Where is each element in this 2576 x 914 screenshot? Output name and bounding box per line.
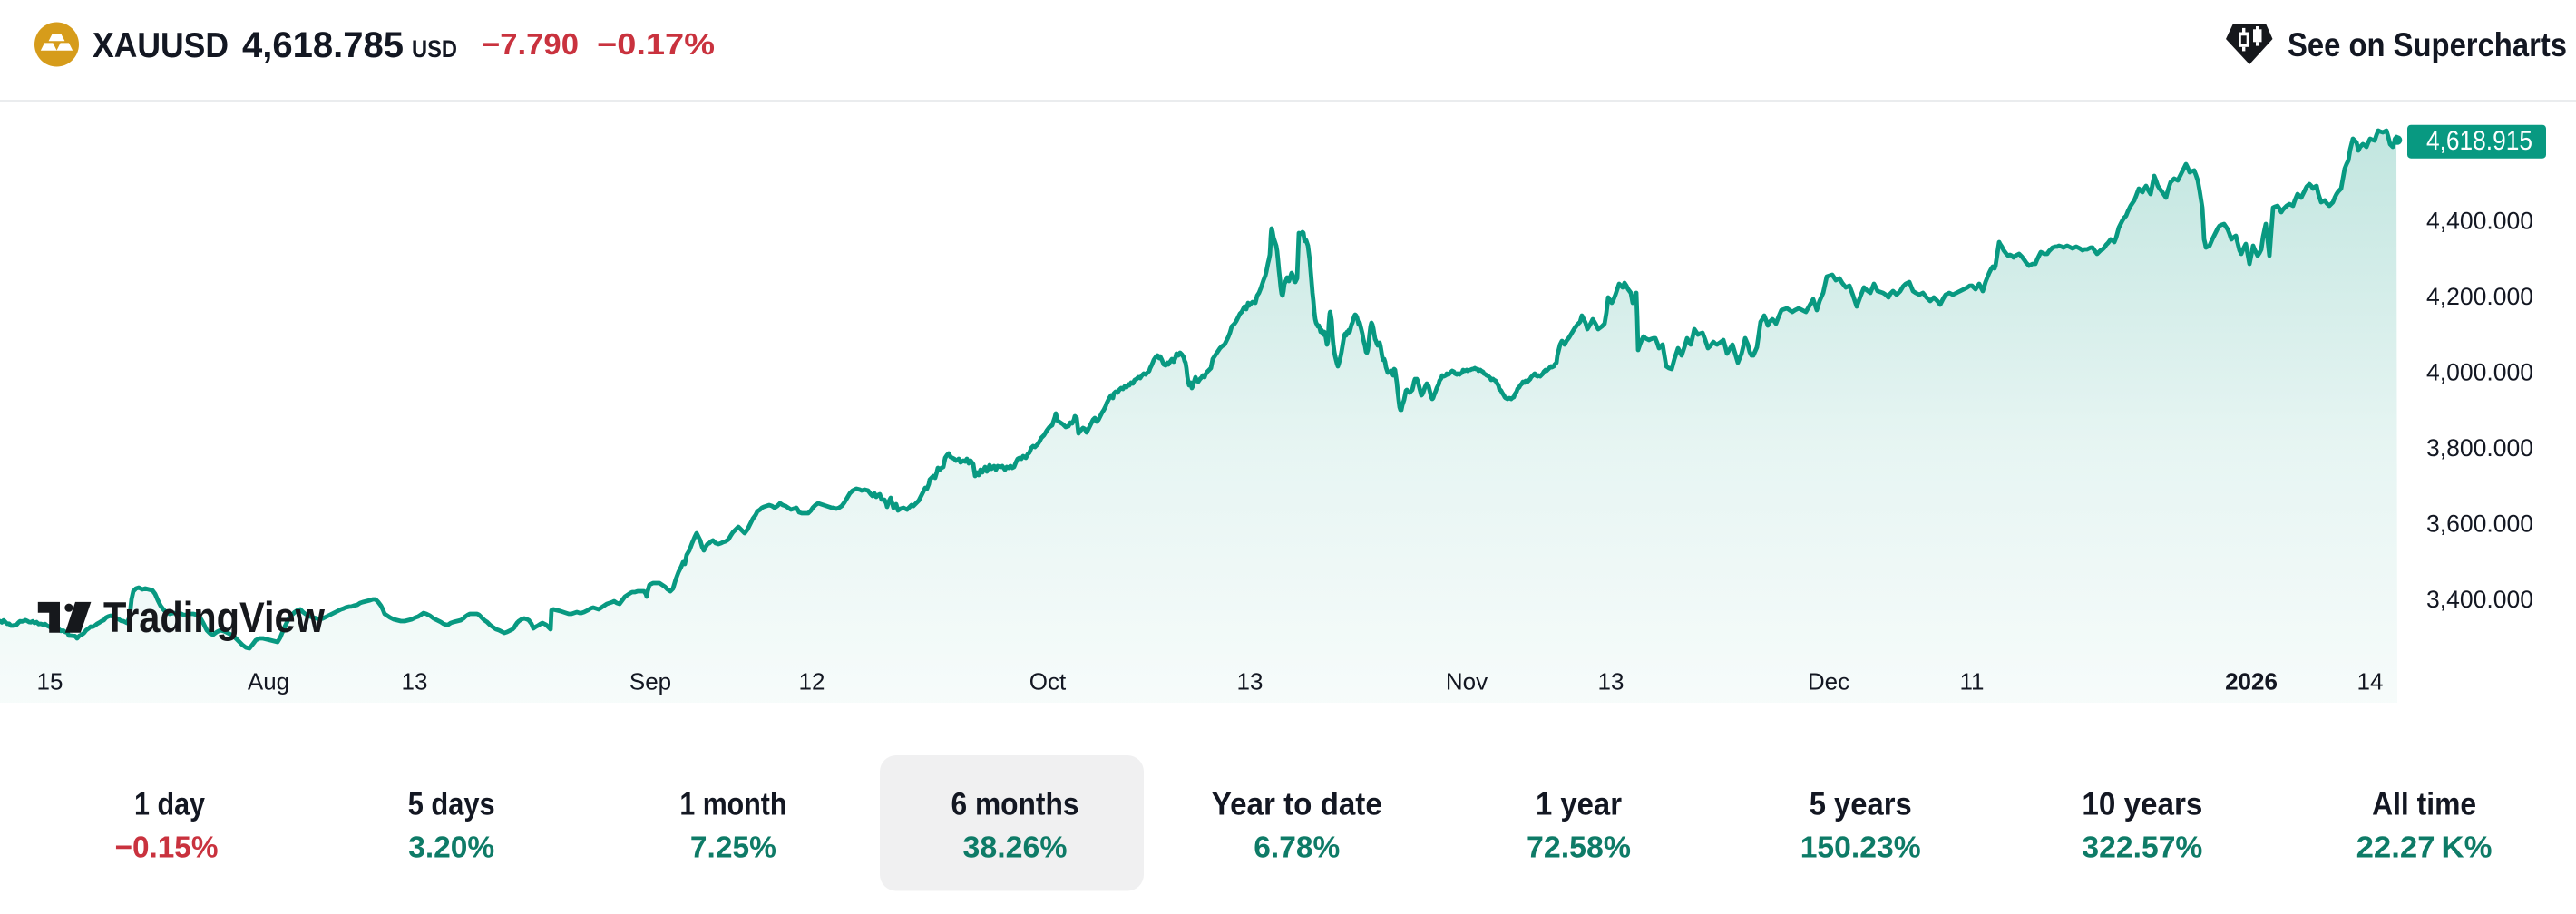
- svg-text:4,618.915: 4,618.915: [2426, 126, 2532, 156]
- svg-text:XAUUSD: XAUUSD: [93, 26, 229, 65]
- svg-text:Aug: Aug: [248, 668, 289, 695]
- svg-text:USD: USD: [412, 35, 457, 63]
- svg-text:13: 13: [1598, 668, 1625, 695]
- svg-text:22.27 K%: 22.27 K%: [2356, 831, 2493, 865]
- svg-text:5 days: 5 days: [408, 786, 495, 822]
- svg-text:1 year: 1 year: [1536, 786, 1622, 822]
- svg-text:7.25%: 7.25%: [690, 831, 776, 865]
- svg-text:−7.790: −7.790: [482, 27, 579, 61]
- svg-text:13: 13: [1237, 668, 1264, 695]
- svg-text:5 years: 5 years: [1810, 786, 1912, 822]
- svg-text:4,400.000: 4,400.000: [2426, 207, 2533, 234]
- svg-text:Dec: Dec: [1808, 668, 1849, 695]
- svg-text:Oct: Oct: [1029, 668, 1067, 695]
- svg-text:1 day: 1 day: [134, 786, 205, 822]
- svg-text:TradingView: TradingView: [103, 593, 325, 641]
- svg-text:4,618.785: 4,618.785: [242, 25, 404, 65]
- svg-text:38.26%: 38.26%: [963, 831, 1068, 865]
- svg-text:6.78%: 6.78%: [1254, 831, 1340, 865]
- svg-text:−0.15%: −0.15%: [115, 831, 219, 865]
- svg-text:322.57%: 322.57%: [2082, 831, 2202, 865]
- svg-text:4,000.000: 4,000.000: [2426, 358, 2533, 385]
- svg-text:See on Supercharts: See on Supercharts: [2288, 26, 2567, 63]
- svg-text:3,800.000: 3,800.000: [2426, 434, 2533, 462]
- svg-text:−0.17%: −0.17%: [597, 27, 715, 61]
- svg-text:3,400.000: 3,400.000: [2426, 586, 2533, 613]
- svg-text:150.23%: 150.23%: [1800, 831, 1921, 865]
- svg-text:15: 15: [37, 668, 63, 695]
- svg-text:12: 12: [799, 668, 825, 695]
- svg-text:All time: All time: [2372, 786, 2476, 822]
- svg-text:2026: 2026: [2225, 668, 2278, 695]
- svg-text:1 month: 1 month: [679, 786, 786, 822]
- svg-text:10 years: 10 years: [2082, 786, 2202, 822]
- svg-text:14: 14: [2357, 668, 2384, 695]
- svg-text:3,600.000: 3,600.000: [2426, 510, 2533, 537]
- svg-text:Sep: Sep: [629, 668, 671, 695]
- svg-text:4,200.000: 4,200.000: [2426, 283, 2533, 310]
- svg-text:3.20%: 3.20%: [408, 831, 494, 865]
- svg-text:6 months: 6 months: [951, 786, 1079, 822]
- svg-text:72.58%: 72.58%: [1527, 831, 1631, 865]
- svg-text:Year to date: Year to date: [1212, 786, 1382, 822]
- svg-text:13: 13: [402, 668, 428, 695]
- svg-text:Nov: Nov: [1446, 668, 1488, 695]
- svg-text:11: 11: [1960, 668, 1985, 695]
